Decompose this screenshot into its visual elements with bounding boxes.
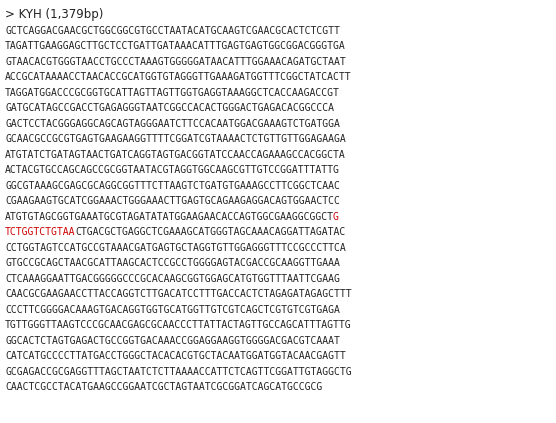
Text: TGTTGGGTTAAGTCCCGCAACGAGCGCAACCCTTATTACTAGTTGCCAGCATTTAGTTG: TGTTGGGTTAAGTCCCGCAACGAGCGCAACCCTTATTACT… [5, 320, 351, 330]
Text: GTAACACGTGGGTAACCTGCCCTAAAGTGGGGGATAACATTTGGAAACAGATGCTAAT: GTAACACGTGGGTAACCTGCCCTAAAGTGGGGGATAACAT… [5, 57, 346, 67]
Text: CAACTCGCCTACATGAAGCCGGAATCGCTAGTAATCGCGGATCAGCATGCCGCG: CAACTCGCCTACATGAAGCCGGAATCGCTAGTAATCGCGG… [5, 382, 322, 392]
Text: CTCAAAGGAATTGACGGGGGCCCGCACAAGCGGTGGAGCATGTGGTTTAATTCGAAG: CTCAAAGGAATTGACGGGGGCCCGCACAAGCGGTGGAGCA… [5, 274, 340, 284]
Text: GGCGTAAAGCGAGCGCAGGCGGTTTCTTAAGTCTGATGTGAAAGCCTTCGGCTCAAC: GGCGTAAAGCGAGCGCAGGCGGTTTCTTAAGTCTGATGTG… [5, 181, 340, 191]
Text: GATGCATAGCCGACCTGAGAGGGTAATCGGCCACACTGGGACTGAGACACGGCCCA: GATGCATAGCCGACCTGAGAGGGTAATCGGCCACACTGGG… [5, 103, 334, 113]
Text: CAACGCGAAGAACCTTACCAGGTCTTGACATCCTTTGACCACTCTAGAGATAGAGCTTT: CAACGCGAAGAACCTTACCAGGTCTTGACATCCTTTGACC… [5, 289, 351, 299]
Text: CATCATGCCCCTTATGACCTGGGCTACACACGTGCTACAATGGATGGTACAACGAGTT: CATCATGCCCCTTATGACCTGGGCTACACACGTGCTACAA… [5, 352, 346, 361]
Text: GCAACGCCGCGTGAGTGAAGAAGGTTTTCGGATCGTAAAACTCTGTTGTTGGAGAAGA: GCAACGCCGCGTGAGTGAAGAAGGTTTTCGGATCGTAAAA… [5, 135, 346, 144]
Text: ATGTATCTGATAGTAACTGATCAGGTAGTGACGGTATCCAACCAGAAAGCCACGGCTA: ATGTATCTGATAGTAACTGATCAGGTAGTGACGGTATCCA… [5, 150, 346, 160]
Text: ATGTGTAGCGGTGAAATGCGTAGATATATGGAAGAACACCAGTGGCGAAGGCGGCT: ATGTGTAGCGGTGAAATGCGTAGATATATGGAAGAACACC… [5, 212, 334, 222]
Text: TCTGGTCTGTAA: TCTGGTCTGTAA [5, 227, 76, 237]
Text: GTGCCGCAGCTAACGCATTAAGCACTCCGCCTGGGGAGTACGACCGCAAGGTTGAAA: GTGCCGCAGCTAACGCATTAAGCACTCCGCCTGGGGAGTA… [5, 258, 340, 268]
Text: TAGGATGGACCCGCGGTGCATTAGTTAGTTGGTGAGGTAAAGGCTCACCAAGACCGT: TAGGATGGACCCGCGGTGCATTAGTTAGTTGGTGAGGTAA… [5, 88, 340, 98]
Text: CCCTTCGGGGACAAAGTGACAGGTGGTGCATGGTTGTCGTCAGCTCGTGTCGTGAGA: CCCTTCGGGGACAAAGTGACAGGTGGTGCATGGTTGTCGT… [5, 305, 340, 315]
Text: GACTCCTACGGGAGGCAGCAGTAGGGAATCTTCCACAATGGACGAAAGTCTGATGGA: GACTCCTACGGGAGGCAGCAGTAGGGAATCTTCCACAATG… [5, 119, 340, 129]
Text: CGAAGAAGTGCATCGGAAACTGGGAAACTTGAGTGCAGAAGAGGACAGTGGAACTCC: CGAAGAAGTGCATCGGAAACTGGGAAACTTGAGTGCAGAA… [5, 196, 340, 206]
Text: CTGACGCTGAGGCTCGAAAGCATGGGTAGCAAACAGGATTAGATAC: CTGACGCTGAGGCTCGAAAGCATGGGTAGCAAACAGGATT… [75, 227, 345, 237]
Text: GGCACTCTAGTGAGACTGCCGGTGACAAACCGGAGGAAGGTGGGGACGACGTCAAAT: GGCACTCTAGTGAGACTGCCGGTGACAAACCGGAGGAAGG… [5, 336, 340, 346]
Text: > KYH (1,379bp): > KYH (1,379bp) [5, 8, 103, 21]
Text: ACCGCATAAAACCTAACACCGCATGGTGTAGGGTTGAAAGATGGTTTCGGCTATCACTT: ACCGCATAAAACCTAACACCGCATGGTGTAGGGTTGAAAG… [5, 72, 351, 82]
Text: ACTACGTGCCAGCAGCCGCGGTAATACGTAGGTGGCAAGCGTTGTCCGGATTTATTG: ACTACGTGCCAGCAGCCGCGGTAATACGTAGGTGGCAAGC… [5, 165, 340, 175]
Text: CCTGGTAGTCCATGCCGTAAACGATGAGTGCTAGGTGTTGGAGGGTTTCCGCCCTTCA: CCTGGTAGTCCATGCCGTAAACGATGAGTGCTAGGTGTTG… [5, 243, 346, 253]
Text: TAGATTGAAGGAGCTTGCTCCTGATTGATAAACATTTGAGTGAGTGGCGGACGGGTGA: TAGATTGAAGGAGCTTGCTCCTGATTGATAAACATTTGAG… [5, 41, 346, 51]
Text: GCGAGACCGCGAGGTTTAGCTAATCTCTTAAAACCATTCTCAGTTCGGATTGTAGGCTG: GCGAGACCGCGAGGTTTAGCTAATCTCTTAAAACCATTCT… [5, 367, 351, 377]
Text: G: G [332, 212, 338, 222]
Text: GCTCAGGACGAACGCTGGCGGCGTGCCTAATACATGCAAGTCGAACGCACTCTCGTT: GCTCAGGACGAACGCTGGCGGCGTGCCTAATACATGCAAG… [5, 26, 340, 36]
